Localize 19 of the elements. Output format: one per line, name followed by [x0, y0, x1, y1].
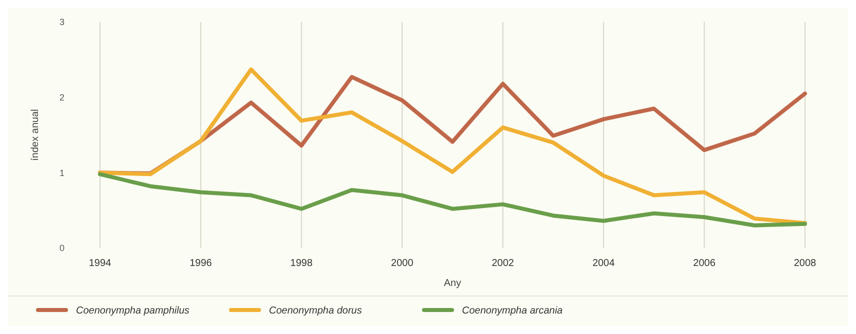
x-tick-label: 1998	[290, 258, 313, 269]
y-tick-label: 3	[59, 17, 65, 28]
x-tick-label: 1996	[190, 258, 212, 269]
y-tick-label: 0	[59, 243, 65, 254]
x-axis-title: Any	[444, 278, 462, 289]
x-tick-label: 2004	[592, 258, 616, 269]
x-tick-label: 2002	[492, 258, 514, 269]
legend-label: Coenonympha pamphilus	[76, 306, 190, 316]
legend-label: Coenonympha arcania	[462, 306, 564, 316]
x-tick-label: 2000	[391, 258, 414, 269]
y-tick-label: 1	[59, 168, 65, 178]
line-series	[98, 67, 807, 226]
x-tick-label: 2008	[794, 258, 817, 269]
y-axis-title: índex anual	[30, 109, 41, 161]
x-tick-label: 1994	[88, 258, 112, 269]
line-series	[98, 172, 807, 228]
x-tick-label: 2006	[693, 258, 716, 269]
y-tick-label: 2	[59, 92, 65, 102]
legend-label: Coenonympha dorus	[269, 306, 362, 316]
